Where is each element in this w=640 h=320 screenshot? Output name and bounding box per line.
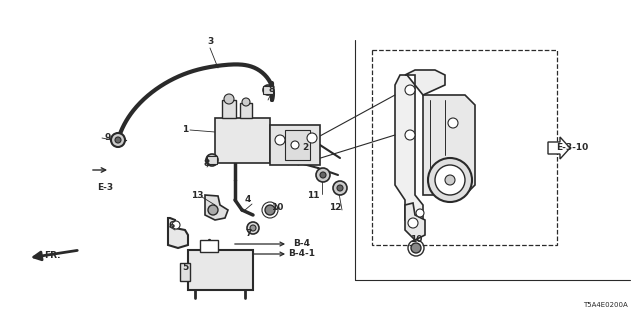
Circle shape [209, 157, 214, 163]
Text: B-4-1: B-4-1 [289, 250, 316, 259]
Circle shape [320, 172, 326, 178]
Polygon shape [548, 137, 570, 159]
Circle shape [250, 225, 256, 231]
Circle shape [448, 118, 458, 128]
Circle shape [247, 222, 259, 234]
Text: T5A4E0200A: T5A4E0200A [582, 302, 627, 308]
Circle shape [405, 85, 415, 95]
Circle shape [115, 137, 121, 143]
Bar [215, 118, 270, 163]
Text: E-3: E-3 [97, 183, 113, 193]
Text: 4: 4 [245, 196, 251, 204]
Bar [372, 50, 557, 245]
Bar [285, 130, 310, 160]
Text: 5: 5 [182, 263, 188, 273]
Polygon shape [205, 195, 228, 220]
Circle shape [435, 165, 465, 195]
Circle shape [316, 168, 330, 182]
Bar [263, 86, 273, 94]
Circle shape [263, 85, 273, 95]
Circle shape [275, 135, 285, 145]
Circle shape [416, 209, 424, 217]
Text: FR.: FR. [44, 252, 60, 260]
Polygon shape [423, 95, 475, 195]
Bar [207, 156, 217, 164]
Circle shape [206, 154, 218, 166]
Circle shape [428, 158, 472, 202]
Text: 7: 7 [246, 228, 252, 237]
Circle shape [333, 181, 347, 195]
Circle shape [291, 141, 299, 149]
Circle shape [408, 218, 418, 228]
Bar [240, 103, 252, 118]
Circle shape [242, 98, 250, 106]
Polygon shape [395, 75, 423, 230]
Text: 11: 11 [307, 190, 319, 199]
Text: B-4: B-4 [294, 239, 310, 249]
Text: E-3-10: E-3-10 [556, 143, 588, 153]
Text: 12: 12 [329, 204, 341, 212]
Circle shape [405, 130, 415, 140]
Circle shape [307, 133, 317, 143]
Text: 8: 8 [204, 158, 210, 167]
Bar [188, 250, 253, 290]
Bar [270, 125, 320, 165]
Circle shape [265, 205, 275, 215]
Bar [200, 240, 218, 252]
Text: 3: 3 [207, 37, 213, 46]
Polygon shape [405, 70, 445, 95]
Text: 1: 1 [182, 125, 188, 134]
Text: 10: 10 [410, 236, 422, 244]
Circle shape [172, 221, 180, 229]
Circle shape [208, 205, 218, 215]
Bar [222, 100, 236, 118]
Circle shape [337, 185, 343, 191]
Polygon shape [168, 218, 188, 248]
Text: 8: 8 [269, 85, 275, 94]
Circle shape [266, 88, 270, 92]
Circle shape [224, 94, 234, 104]
Text: 10: 10 [271, 203, 283, 212]
Polygon shape [405, 203, 425, 240]
Text: 9: 9 [105, 132, 111, 141]
Text: 2: 2 [302, 143, 308, 153]
Text: 6: 6 [169, 220, 175, 229]
Circle shape [445, 175, 455, 185]
Circle shape [411, 243, 421, 253]
Text: 13: 13 [191, 191, 204, 201]
Bar [180, 263, 190, 281]
Circle shape [111, 133, 125, 147]
